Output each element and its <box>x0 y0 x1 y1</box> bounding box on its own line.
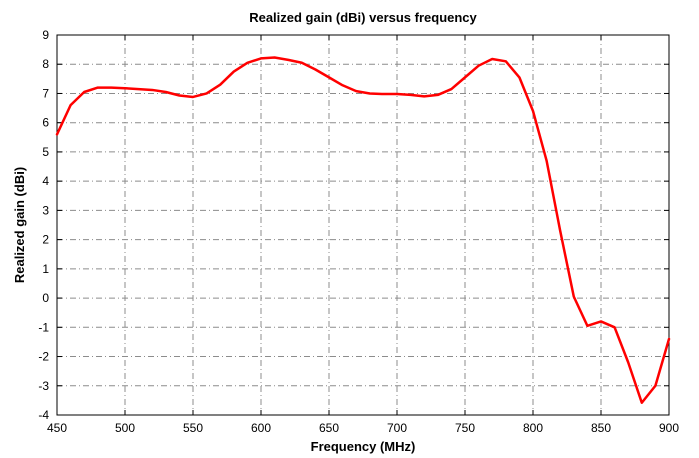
y-axis-title: Realized gain (dBi) <box>12 167 27 283</box>
y-tick-label: 0 <box>42 291 49 305</box>
y-tick-label: 8 <box>42 57 49 71</box>
y-tick-label: -1 <box>38 320 49 334</box>
x-tick-label: 900 <box>659 421 679 435</box>
x-tick-label: 550 <box>183 421 203 435</box>
x-tick-label: 750 <box>455 421 475 435</box>
x-tick-label: 700 <box>387 421 407 435</box>
y-tick-label: 1 <box>42 262 49 276</box>
plot-area-frame <box>56 34 670 416</box>
y-tick-label: 7 <box>42 86 49 100</box>
y-tick-label: 3 <box>42 203 49 217</box>
chart-title: Realized gain (dBi) versus frequency <box>249 10 477 25</box>
y-tick-label: 6 <box>42 116 49 130</box>
y-tick-label: 2 <box>42 233 49 247</box>
y-tick-label: 9 <box>42 28 49 42</box>
y-tick-label: 5 <box>42 145 49 159</box>
tick-marks <box>56 34 670 416</box>
y-tick-label: -2 <box>38 350 49 364</box>
x-axis-tick-labels: 450 500 550 600 650 700 750 800 850 900 <box>47 421 679 435</box>
y-axis-tick-labels: -4 -3 -2 -1 0 1 2 3 4 5 6 7 8 9 <box>38 28 49 422</box>
x-tick-label: 800 <box>523 421 543 435</box>
y-tick-label: 4 <box>42 174 49 188</box>
x-tick-label: 450 <box>47 421 67 435</box>
x-tick-label: 500 <box>115 421 135 435</box>
x-tick-label: 650 <box>319 421 339 435</box>
x-tick-label: 600 <box>251 421 271 435</box>
gain-series-line <box>55 56 671 404</box>
y-tick-label: -3 <box>38 379 49 393</box>
y-tick-label: -4 <box>38 408 49 422</box>
x-tick-label: 850 <box>591 421 611 435</box>
x-axis-title: Frequency (MHz) <box>311 439 416 454</box>
